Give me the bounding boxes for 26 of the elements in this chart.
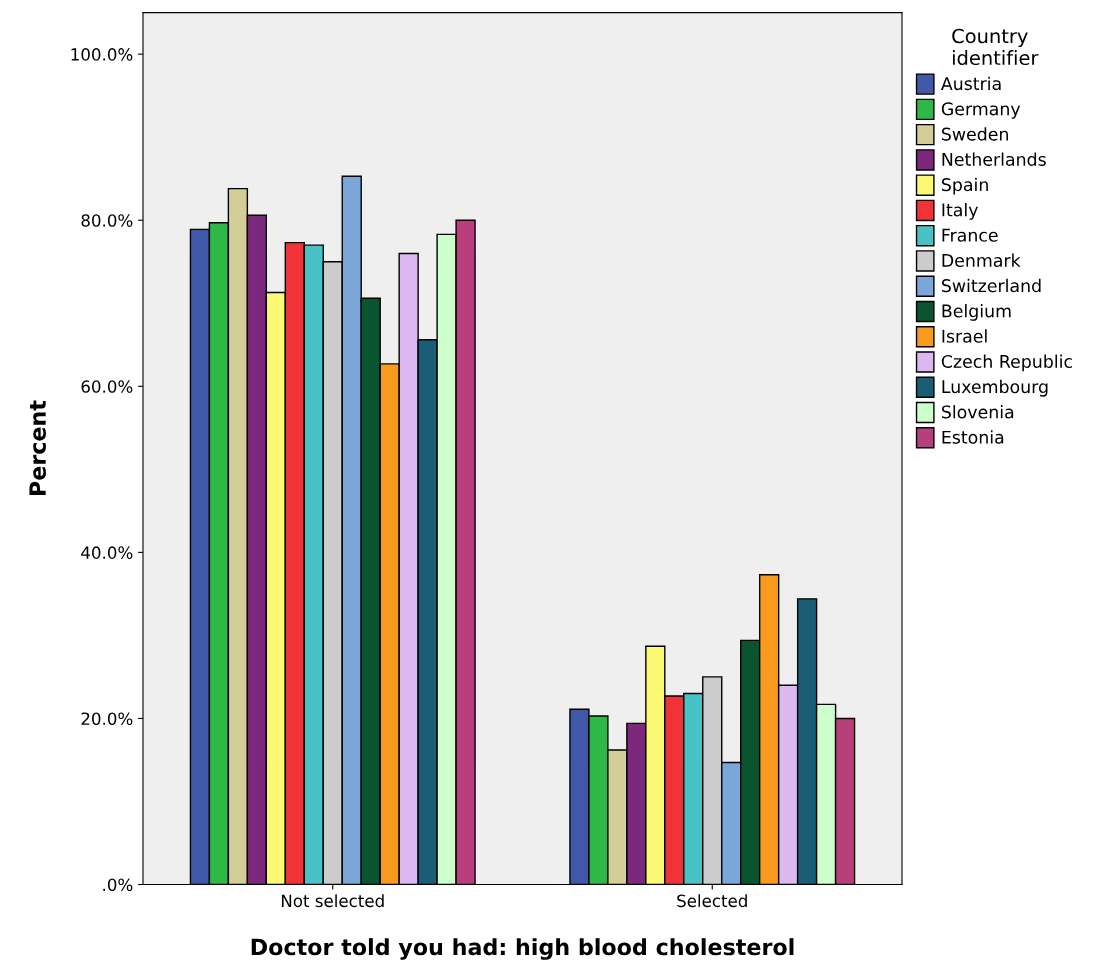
legend-label: Spain	[941, 177, 988, 195]
x-tick-label: Selected	[677, 894, 747, 908]
y-tick-label: 20.0%	[81, 712, 133, 726]
legend-title: Country identifier	[952, 28, 1039, 66]
y-tick-label: 80.0%	[81, 214, 133, 227]
legend-label: Netherlands	[942, 152, 1046, 166]
legend-label: Sweden	[941, 127, 1008, 141]
legend-label: Italy	[942, 203, 978, 220]
legend-label: Belgium	[942, 304, 1011, 321]
legend-label: Luxembourg	[942, 379, 1048, 397]
legend-label: Israel	[942, 329, 987, 343]
legend-label: Estonia	[942, 430, 1004, 444]
legend-label: Germany	[941, 102, 1021, 119]
legend-label: Slovenia	[941, 405, 1014, 419]
y-tick-label: 100.0%	[71, 48, 133, 61]
y-axis-title: Percent	[29, 400, 46, 496]
y-tick-label: 60.0%	[81, 380, 133, 393]
x-axis-title: Doctor told you had: high blood cholesterol	[251, 938, 794, 960]
legend-label: Denmark	[942, 253, 1021, 267]
legend-label: Austria	[940, 76, 1001, 91]
x-tick-label: Not selected	[281, 894, 384, 908]
legend-label: France	[942, 228, 998, 242]
y-tick-label: .0%	[103, 878, 133, 892]
legend-label: Czech Republic	[941, 354, 1072, 372]
y-tick-label: 40.0%	[81, 546, 133, 559]
legend-label: Switzerland	[941, 278, 1041, 293]
